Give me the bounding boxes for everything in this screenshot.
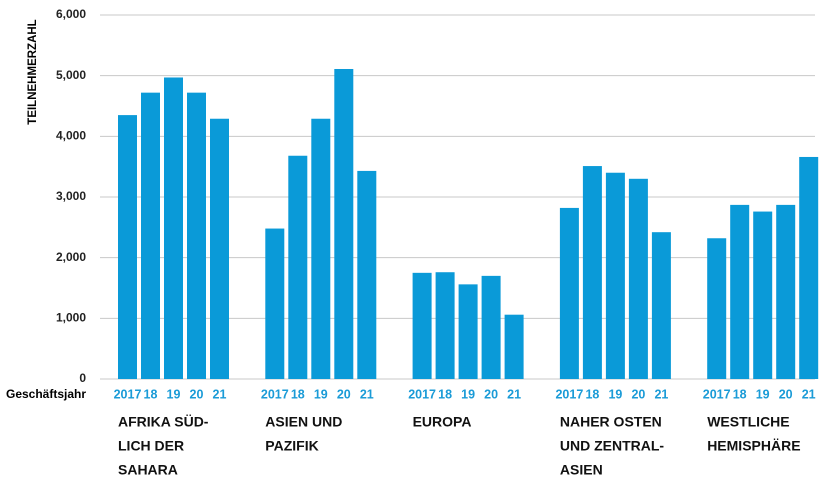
bar xyxy=(288,155,308,379)
group-label: PAZIFIK xyxy=(265,438,318,454)
y-tick-label: 0 xyxy=(79,371,86,385)
group-label: UND ZENTRAL- xyxy=(560,438,665,454)
bar xyxy=(265,228,285,379)
x-tick-label: 18 xyxy=(733,387,747,401)
y-tick-label: 4,000 xyxy=(56,129,86,143)
bar xyxy=(799,156,819,379)
x-tick-label: 20 xyxy=(484,387,498,401)
x-tick-label: 2017 xyxy=(114,387,142,401)
bar xyxy=(435,272,455,379)
bar xyxy=(118,115,137,379)
bar xyxy=(458,284,478,379)
bar xyxy=(164,77,183,379)
y-tick-label: 5,000 xyxy=(56,68,86,82)
x-tick-label: 21 xyxy=(802,387,816,401)
bar xyxy=(504,314,524,379)
x-tick-label: 20 xyxy=(631,387,645,401)
bar xyxy=(334,68,354,379)
y-tick-label: 1,000 xyxy=(56,311,86,325)
x-tick-label: 2017 xyxy=(408,387,436,401)
bar xyxy=(412,272,432,379)
y-tick-label: 6,000 xyxy=(56,7,86,21)
x-tick-label: 2017 xyxy=(555,387,583,401)
bar xyxy=(357,170,377,379)
group-label: ASIEN xyxy=(560,462,603,478)
x-tick-label: 19 xyxy=(314,387,328,401)
group-label: ASIEN UND xyxy=(265,414,342,430)
x-tick-label: 2017 xyxy=(261,387,289,401)
x-tick-label: 18 xyxy=(585,387,599,401)
x-tick-label: 19 xyxy=(167,387,181,401)
x-tick-label: 18 xyxy=(438,387,452,401)
x-tick-label: 21 xyxy=(360,387,374,401)
x-tick-label: 21 xyxy=(213,387,227,401)
bar xyxy=(481,275,501,379)
bar xyxy=(605,172,625,379)
y-tick-label: 3,000 xyxy=(56,189,86,203)
group-label: WESTLICHE xyxy=(707,414,789,430)
group-label: NAHER OSTEN xyxy=(560,414,662,430)
x-axis-title: Geschäftsjahr xyxy=(6,387,86,401)
x-tick-label: 18 xyxy=(291,387,305,401)
y-tick-label: 2,000 xyxy=(56,250,86,264)
group-label: EUROPA xyxy=(413,414,472,430)
bar xyxy=(730,204,750,379)
y-axis-title: TEILNEHMERZAHL xyxy=(27,19,39,124)
bar xyxy=(776,204,796,379)
bar xyxy=(559,207,579,379)
bar xyxy=(210,118,229,380)
bar xyxy=(187,92,206,380)
x-tick-label: 21 xyxy=(654,387,668,401)
x-tick-label: 18 xyxy=(144,387,158,401)
bar xyxy=(582,166,602,379)
x-tick-label: 21 xyxy=(507,387,521,401)
bar xyxy=(141,92,160,380)
x-tick-label: 2017 xyxy=(703,387,731,401)
group-label: SAHARA xyxy=(118,462,178,478)
group-label: HEMISPHÄRE xyxy=(707,438,800,454)
bar xyxy=(628,178,648,379)
bar xyxy=(311,118,331,380)
x-tick-label: 19 xyxy=(608,387,622,401)
bar xyxy=(753,211,773,379)
x-tick-label: 20 xyxy=(190,387,204,401)
bar xyxy=(651,232,671,379)
x-tick-label: 20 xyxy=(337,387,351,401)
group-label: LICH DER xyxy=(118,438,184,454)
x-tick-label: 19 xyxy=(461,387,475,401)
bar xyxy=(707,238,727,379)
x-tick-label: 19 xyxy=(756,387,770,401)
x-tick-label: 20 xyxy=(779,387,793,401)
group-label: AFRIKA SÜD- xyxy=(118,414,209,430)
